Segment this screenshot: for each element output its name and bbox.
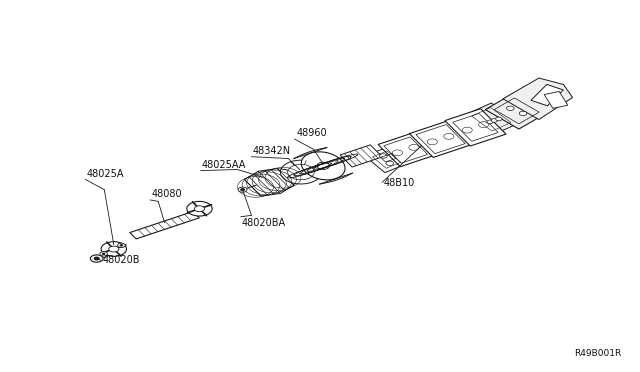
Circle shape bbox=[380, 154, 387, 158]
Circle shape bbox=[102, 253, 105, 254]
Circle shape bbox=[101, 242, 127, 256]
Polygon shape bbox=[244, 169, 294, 196]
Text: 48342N: 48342N bbox=[253, 146, 291, 156]
Circle shape bbox=[241, 189, 244, 191]
Circle shape bbox=[238, 187, 247, 192]
Polygon shape bbox=[531, 84, 563, 106]
Polygon shape bbox=[130, 212, 199, 239]
Text: 48B10: 48B10 bbox=[383, 178, 415, 188]
Circle shape bbox=[492, 119, 497, 122]
Circle shape bbox=[495, 117, 502, 121]
Text: 48960: 48960 bbox=[296, 128, 327, 138]
Circle shape bbox=[519, 111, 527, 116]
Polygon shape bbox=[340, 145, 382, 167]
Polygon shape bbox=[503, 78, 573, 119]
Circle shape bbox=[109, 246, 119, 252]
Text: R49B001R: R49B001R bbox=[574, 349, 621, 358]
Circle shape bbox=[487, 120, 493, 124]
Text: 48025A: 48025A bbox=[86, 169, 124, 179]
Polygon shape bbox=[95, 254, 108, 260]
Text: 48020BA: 48020BA bbox=[242, 218, 286, 228]
Circle shape bbox=[506, 106, 514, 110]
Circle shape bbox=[386, 161, 394, 166]
Polygon shape bbox=[544, 92, 568, 108]
Text: 48080: 48080 bbox=[151, 189, 182, 199]
Polygon shape bbox=[365, 147, 408, 173]
Polygon shape bbox=[464, 103, 518, 136]
Polygon shape bbox=[378, 134, 433, 167]
Circle shape bbox=[118, 243, 125, 247]
Circle shape bbox=[100, 251, 108, 256]
Polygon shape bbox=[485, 93, 548, 129]
Polygon shape bbox=[410, 121, 472, 157]
Polygon shape bbox=[445, 109, 506, 146]
Text: 48025AA: 48025AA bbox=[202, 160, 246, 170]
Circle shape bbox=[94, 257, 99, 260]
Ellipse shape bbox=[280, 160, 321, 184]
Circle shape bbox=[90, 255, 103, 262]
Ellipse shape bbox=[301, 152, 345, 180]
Text: 48020B: 48020B bbox=[103, 256, 141, 265]
Circle shape bbox=[187, 201, 212, 216]
Circle shape bbox=[195, 206, 205, 212]
Circle shape bbox=[120, 245, 123, 246]
